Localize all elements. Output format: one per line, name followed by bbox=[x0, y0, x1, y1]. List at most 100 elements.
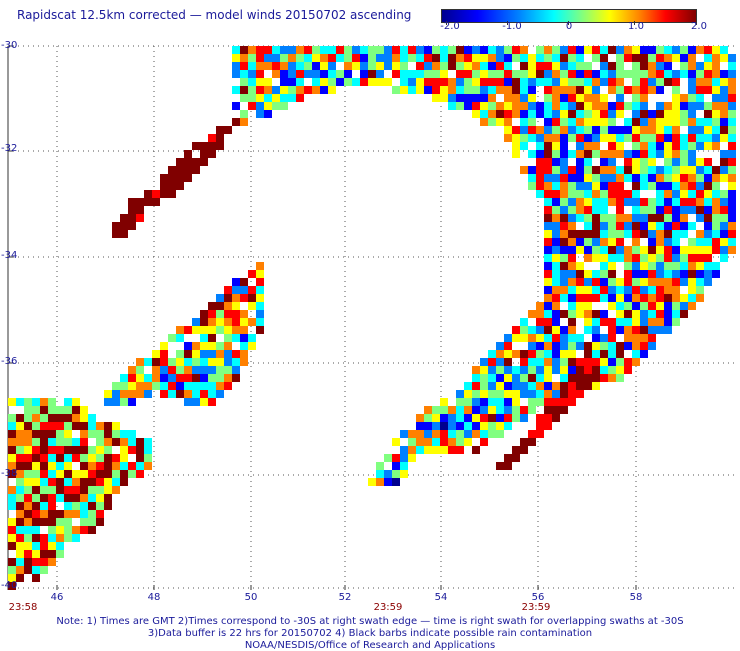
wind-cell bbox=[648, 318, 656, 326]
wind-cell bbox=[464, 422, 472, 430]
wind-cell bbox=[560, 262, 568, 270]
wind-cell bbox=[600, 246, 608, 254]
wind-cell bbox=[232, 294, 240, 302]
wind-cell bbox=[648, 46, 656, 54]
wind-cell bbox=[592, 382, 600, 390]
wind-cell bbox=[72, 534, 80, 542]
wind-cell bbox=[648, 62, 656, 70]
wind-cell bbox=[680, 198, 688, 206]
wind-cell bbox=[472, 102, 480, 110]
wind-cell bbox=[472, 446, 480, 454]
wind-cell bbox=[128, 470, 136, 478]
wind-cell bbox=[592, 190, 600, 198]
wind-cell bbox=[416, 430, 424, 438]
wind-cell bbox=[552, 318, 560, 326]
wind-cell bbox=[720, 190, 728, 198]
wind-cell bbox=[432, 46, 440, 54]
wind-cell bbox=[600, 342, 608, 350]
wind-cell bbox=[552, 158, 560, 166]
wind-cell bbox=[632, 254, 640, 262]
wind-cell bbox=[136, 470, 144, 478]
wind-cell bbox=[648, 182, 656, 190]
wind-cell bbox=[264, 46, 272, 54]
wind-cell bbox=[384, 454, 392, 462]
wind-cell bbox=[616, 150, 624, 158]
wind-cell bbox=[504, 78, 512, 86]
wind-cell bbox=[112, 438, 120, 446]
wind-cell bbox=[720, 238, 728, 246]
wind-cell bbox=[672, 86, 680, 94]
wind-cell bbox=[680, 270, 688, 278]
wind-cell bbox=[24, 462, 32, 470]
wind-cell bbox=[696, 246, 704, 254]
wind-cell bbox=[376, 78, 384, 86]
wind-cell bbox=[696, 118, 704, 126]
wind-cell bbox=[584, 206, 592, 214]
wind-cell bbox=[360, 54, 368, 62]
wind-cell bbox=[584, 238, 592, 246]
wind-cell bbox=[656, 134, 664, 142]
wind-cell bbox=[640, 166, 648, 174]
wind-cell bbox=[136, 438, 144, 446]
wind-cell bbox=[576, 206, 584, 214]
wind-cell bbox=[296, 70, 304, 78]
wind-cell bbox=[88, 478, 96, 486]
wind-cell bbox=[720, 198, 728, 206]
wind-cell bbox=[160, 366, 168, 374]
wind-cell bbox=[552, 94, 560, 102]
wind-cell bbox=[544, 246, 552, 254]
wind-cell bbox=[296, 78, 304, 86]
wind-cell bbox=[416, 414, 424, 422]
wind-cell bbox=[240, 46, 248, 54]
wind-cell bbox=[680, 278, 688, 286]
wind-cell bbox=[456, 414, 464, 422]
wind-cell bbox=[480, 358, 488, 366]
wind-cell bbox=[592, 166, 600, 174]
wind-cell bbox=[416, 70, 424, 78]
wind-cell bbox=[136, 214, 144, 222]
wind-cell bbox=[584, 174, 592, 182]
wind-cell bbox=[64, 534, 72, 542]
wind-cell bbox=[32, 422, 40, 430]
wind-cell bbox=[592, 118, 600, 126]
wind-cell bbox=[568, 118, 576, 126]
wind-cell bbox=[208, 302, 216, 310]
wind-cell bbox=[664, 214, 672, 222]
wind-cell bbox=[536, 358, 544, 366]
wind-cell bbox=[592, 182, 600, 190]
wind-cell bbox=[304, 54, 312, 62]
wind-cell bbox=[24, 510, 32, 518]
wind-cell bbox=[616, 246, 624, 254]
wind-cell bbox=[48, 398, 56, 406]
wind-cell bbox=[408, 438, 416, 446]
wind-cell bbox=[504, 350, 512, 358]
wind-cell bbox=[280, 102, 288, 110]
wind-cell bbox=[512, 374, 520, 382]
wind-cell bbox=[208, 326, 216, 334]
wind-cell bbox=[120, 454, 128, 462]
wind-cell bbox=[472, 46, 480, 54]
wind-cell bbox=[296, 94, 304, 102]
wind-cell bbox=[648, 270, 656, 278]
wind-cell bbox=[704, 182, 712, 190]
wind-cell bbox=[168, 374, 176, 382]
wind-cell bbox=[536, 334, 544, 342]
wind-cell bbox=[520, 358, 528, 366]
wind-cell bbox=[96, 430, 104, 438]
wind-cell bbox=[456, 422, 464, 430]
wind-cell bbox=[688, 54, 696, 62]
wind-cell bbox=[624, 254, 632, 262]
wind-cell bbox=[424, 430, 432, 438]
wind-cell bbox=[672, 126, 680, 134]
wind-cell bbox=[256, 46, 264, 54]
wind-cell bbox=[680, 150, 688, 158]
wind-cell bbox=[576, 110, 584, 118]
wind-cell bbox=[576, 286, 584, 294]
wind-cell bbox=[616, 206, 624, 214]
wind-cell bbox=[704, 222, 712, 230]
wind-cell bbox=[376, 54, 384, 62]
wind-cell bbox=[536, 142, 544, 150]
wind-cell bbox=[224, 318, 232, 326]
wind-cell bbox=[568, 174, 576, 182]
wind-cell bbox=[568, 150, 576, 158]
